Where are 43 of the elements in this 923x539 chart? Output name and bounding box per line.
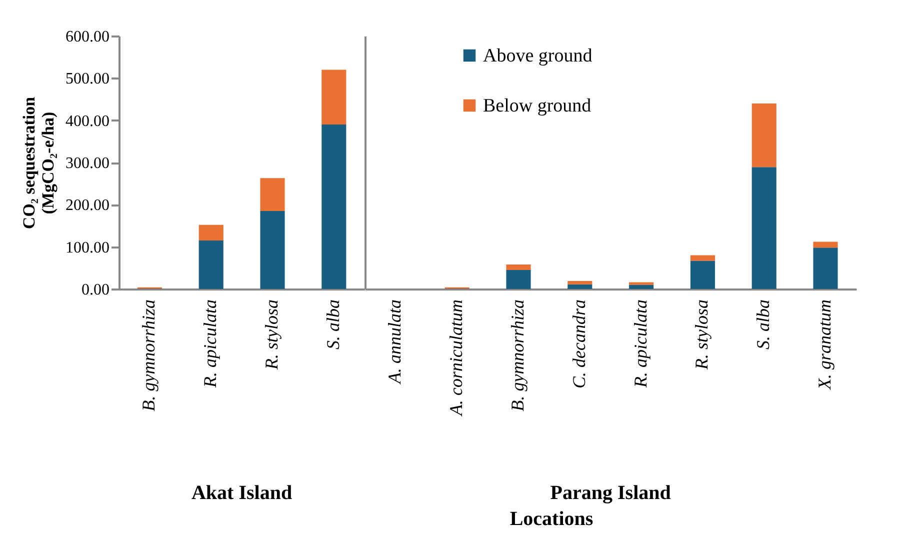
bar <box>260 210 285 289</box>
bar <box>690 255 715 261</box>
bar <box>322 124 346 289</box>
x-tick-label: R. stylosa <box>262 300 282 370</box>
y-tick-label: 100.00 <box>66 239 110 256</box>
bar <box>813 242 838 248</box>
bar <box>260 178 285 211</box>
x-axis-title: Parang Island <box>549 482 672 505</box>
bar <box>629 282 654 285</box>
bar <box>506 264 531 270</box>
x-tick-label: R. apiculata <box>200 300 220 388</box>
x-tick-label: A. corniculatum <box>446 300 466 416</box>
bar <box>322 70 346 125</box>
bar <box>198 224 224 241</box>
x-tick-label: S. alba <box>753 300 774 350</box>
y-axis-title: CO₂ sequestration (MgCO₂-e/ha) <box>20 96 58 230</box>
x-tick-label: R. stylosa <box>692 300 712 370</box>
bar <box>506 270 531 289</box>
y-tick-label: 500.00 <box>66 70 110 88</box>
y-tick-label: 200.00 <box>66 197 110 214</box>
bar <box>752 167 776 289</box>
bar <box>198 240 224 289</box>
bar <box>629 284 654 289</box>
y-tick-label: 0.00 <box>82 282 110 298</box>
bar <box>568 284 592 289</box>
y-tick-label: 600.00 <box>66 28 110 46</box>
x-tick-label: C. decandra <box>568 300 589 388</box>
y-tick-label: 400.00 <box>66 112 110 130</box>
text: Locations <box>508 508 594 531</box>
x-tick-label: X. granatum <box>814 300 834 390</box>
legend-label: Above ground <box>483 46 593 66</box>
x-axis-title: Akat Island <box>190 482 294 505</box>
x-tick-label: B. gymnorrhiza <box>138 300 159 412</box>
bar <box>813 248 838 289</box>
x-tick-label: R. apiculata <box>630 300 650 388</box>
x-tick-label: B. gymnorrhiza <box>508 300 528 412</box>
x-tick-label: A. annulata <box>384 300 405 384</box>
y-tick-label: 300.00 <box>66 155 110 172</box>
bar <box>752 103 776 168</box>
bar <box>690 260 715 289</box>
bar <box>568 280 592 284</box>
legend-label: Below ground <box>483 96 592 116</box>
x-tick-label: S. alba <box>322 300 343 350</box>
